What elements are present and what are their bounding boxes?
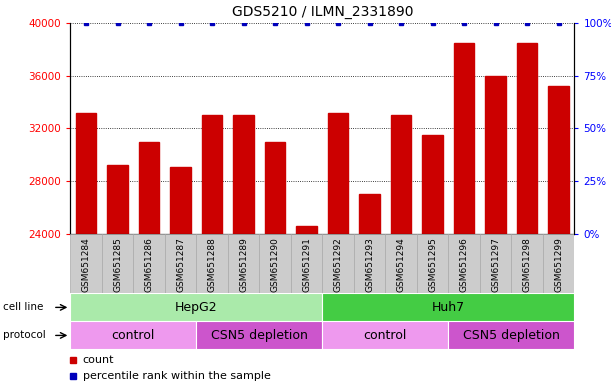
Bar xyxy=(139,142,159,234)
Text: protocol: protocol xyxy=(3,330,46,341)
Bar xyxy=(133,234,165,293)
Bar xyxy=(291,234,323,293)
Text: GSM651292: GSM651292 xyxy=(334,237,343,291)
Bar xyxy=(259,234,291,293)
Bar xyxy=(480,234,511,293)
Bar xyxy=(359,194,380,234)
Bar xyxy=(323,234,354,293)
Bar xyxy=(391,115,411,234)
Text: GSM651285: GSM651285 xyxy=(113,237,122,292)
Bar xyxy=(354,234,386,293)
Bar xyxy=(454,43,474,234)
Bar xyxy=(196,321,323,349)
Bar xyxy=(386,234,417,293)
Bar xyxy=(265,142,285,234)
Bar xyxy=(422,135,443,234)
Bar xyxy=(548,86,569,234)
Bar xyxy=(196,234,228,293)
Title: GDS5210 / ILMN_2331890: GDS5210 / ILMN_2331890 xyxy=(232,5,413,19)
Text: Huh7: Huh7 xyxy=(432,301,465,314)
Text: GSM651288: GSM651288 xyxy=(208,237,216,292)
Text: control: control xyxy=(364,329,407,342)
Text: GSM651286: GSM651286 xyxy=(145,237,153,292)
Bar xyxy=(485,76,506,234)
Bar xyxy=(511,234,543,293)
Bar xyxy=(296,226,316,234)
Bar xyxy=(165,234,196,293)
Text: GSM651296: GSM651296 xyxy=(459,237,469,292)
Text: GSM651291: GSM651291 xyxy=(302,237,311,292)
Text: GSM651287: GSM651287 xyxy=(176,237,185,292)
Bar xyxy=(417,234,448,293)
Text: cell line: cell line xyxy=(3,302,43,313)
Bar xyxy=(70,321,196,349)
Bar xyxy=(76,113,97,234)
Bar xyxy=(102,234,133,293)
Bar xyxy=(323,321,448,349)
Bar xyxy=(233,115,254,234)
Text: GSM651284: GSM651284 xyxy=(81,237,90,291)
Text: GSM651290: GSM651290 xyxy=(271,237,280,292)
Text: GSM651293: GSM651293 xyxy=(365,237,374,292)
Bar xyxy=(170,167,191,234)
Text: GSM651298: GSM651298 xyxy=(522,237,532,292)
Bar xyxy=(448,321,574,349)
Text: CSN5 depletion: CSN5 depletion xyxy=(211,329,308,342)
Bar xyxy=(323,293,574,321)
Text: CSN5 depletion: CSN5 depletion xyxy=(463,329,560,342)
Bar xyxy=(70,293,323,321)
Text: percentile rank within the sample: percentile rank within the sample xyxy=(83,371,271,381)
Text: GSM651289: GSM651289 xyxy=(239,237,248,292)
Bar xyxy=(328,113,348,234)
Bar xyxy=(517,43,537,234)
Text: GSM651294: GSM651294 xyxy=(397,237,406,291)
Text: GSM651299: GSM651299 xyxy=(554,237,563,292)
Bar xyxy=(202,115,222,234)
Text: GSM651295: GSM651295 xyxy=(428,237,437,292)
Bar xyxy=(543,234,574,293)
Text: count: count xyxy=(83,355,114,365)
Bar xyxy=(108,166,128,234)
Bar xyxy=(448,234,480,293)
Text: HepG2: HepG2 xyxy=(175,301,218,314)
Text: control: control xyxy=(112,329,155,342)
Bar xyxy=(70,234,102,293)
Bar xyxy=(228,234,259,293)
Text: GSM651297: GSM651297 xyxy=(491,237,500,292)
